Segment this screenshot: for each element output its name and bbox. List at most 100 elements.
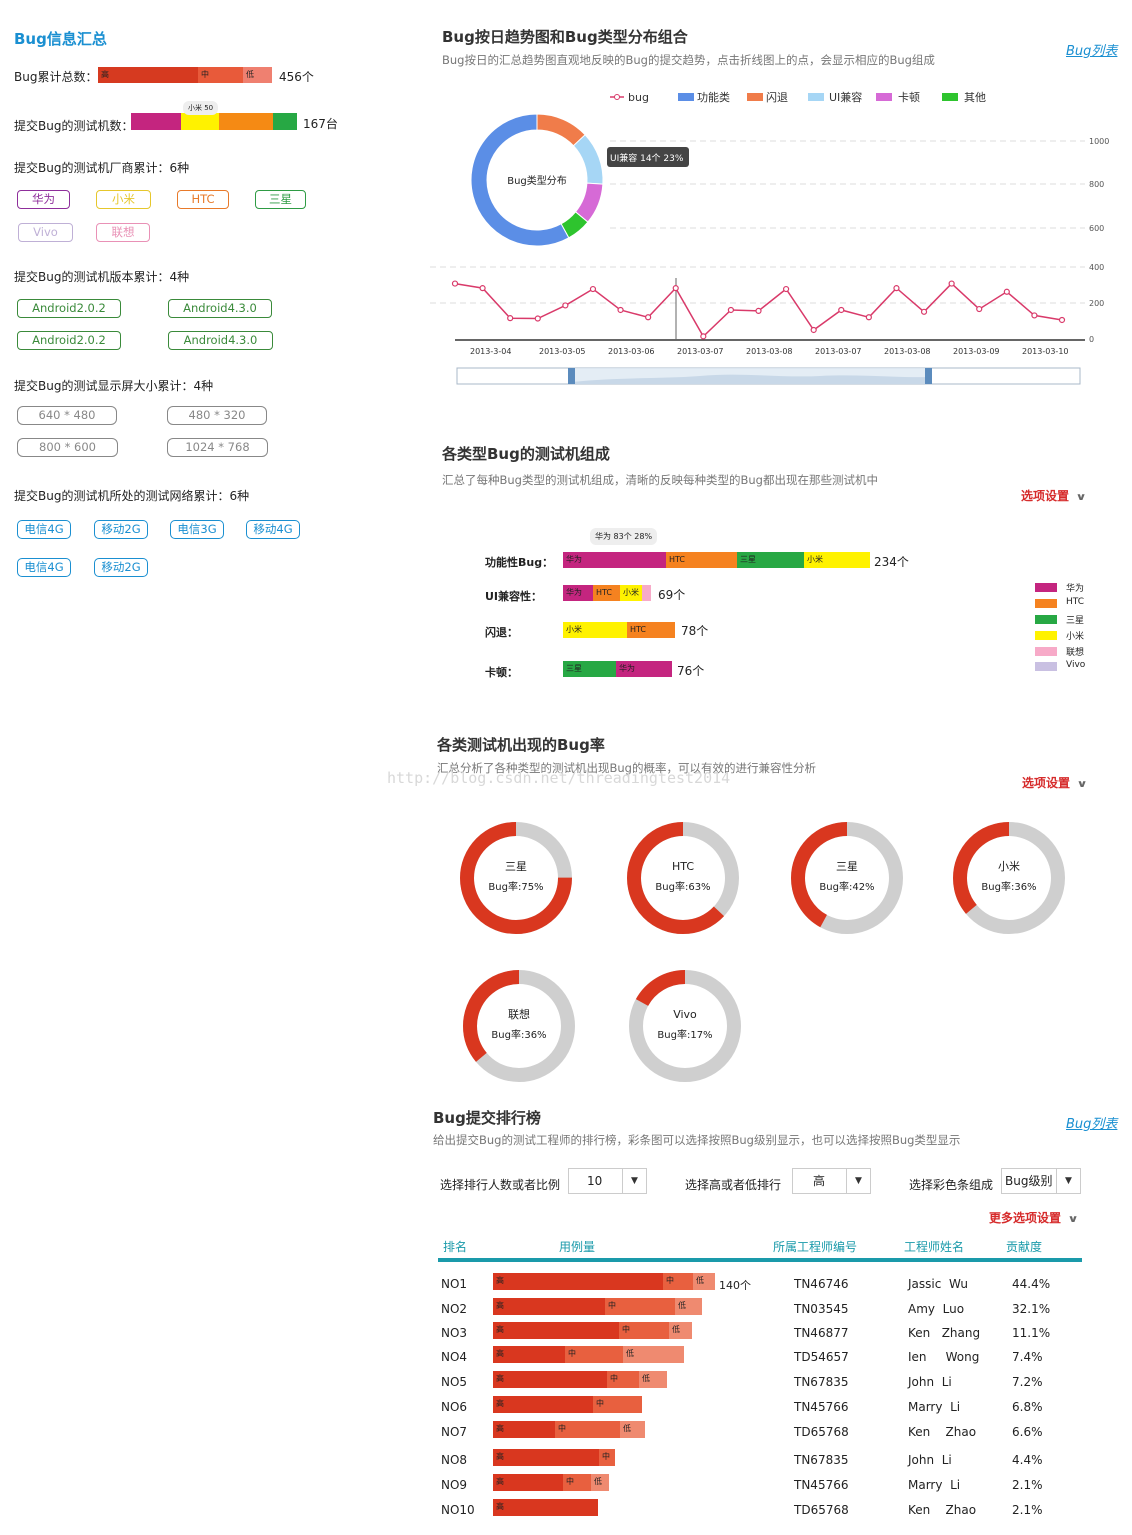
table-row[interactable]: NO2 高中低 TN03545 Amy Luo 32.1% (438, 1298, 1088, 1321)
legend-label[interactable]: 华为 (1066, 584, 1085, 594)
comp-seg[interactable]: 华为 (563, 585, 593, 601)
screen-tag[interactable]: 480 * 320 (167, 406, 267, 425)
comp-seg[interactable]: 三星 (737, 552, 804, 568)
network-tag[interactable]: 移动2G (94, 520, 148, 539)
trend-point[interactable] (1031, 312, 1038, 319)
table-row[interactable]: NO10 高 TD65768 Ken Zhao 2.1% (438, 1499, 1088, 1522)
comp-seg[interactable]: 三星 (563, 661, 616, 677)
trend-point[interactable] (976, 305, 983, 313)
legend-lag[interactable]: 卡顿 (898, 90, 920, 104)
legend-crash[interactable]: 闪退 (766, 90, 788, 104)
donut-slice-ui[interactable] (572, 134, 604, 185)
trend-point[interactable] (534, 315, 541, 322)
comp-seg[interactable]: HTC (593, 585, 620, 601)
ranking-bug-list-link[interactable]: Bug列表 (1066, 1117, 1118, 1132)
network-tag[interactable]: 移动4G (246, 520, 300, 539)
vendor-tag-vivo[interactable]: Vivo (18, 223, 73, 242)
vendor-tag-xiaomi[interactable]: 小米 (96, 190, 151, 209)
comp-seg[interactable]: 小米 (563, 622, 627, 638)
rate-donut[interactable]: 小米 Bug率:36% (953, 822, 1065, 934)
trend-point[interactable] (838, 306, 845, 314)
vendor-tag-huawei[interactable]: 华为 (17, 190, 70, 209)
rate-donut[interactable]: 三星 Bug率:75% (460, 822, 572, 934)
screen-tag[interactable]: 800 * 600 (17, 438, 118, 457)
legend-label[interactable]: 三星 (1066, 616, 1085, 626)
table-row[interactable]: NO8 高中 TN67835 John Li 4.4% (438, 1449, 1088, 1472)
trend-point[interactable] (589, 285, 597, 293)
trend-point[interactable] (479, 285, 486, 292)
ctrl-bar-select[interactable]: Bug级别 ▼ (1001, 1168, 1081, 1194)
trend-point[interactable] (617, 306, 624, 314)
header-contribution[interactable]: 贡献度 (1006, 1240, 1043, 1254)
trend-point[interactable] (1058, 316, 1066, 324)
trend-point[interactable] (645, 314, 652, 321)
donut-slice-func[interactable] (470, 113, 570, 247)
trend-point[interactable] (810, 326, 817, 334)
zoom-handle-right[interactable] (925, 368, 932, 384)
composition-options[interactable]: 选项设置 ∨ (1021, 487, 1087, 504)
vendor-tag-samsung[interactable]: 三星 (255, 190, 306, 209)
rate-options[interactable]: 选项设置 ∨ (1022, 774, 1088, 791)
legend-label[interactable]: 小米 (1066, 632, 1085, 642)
rate-donut[interactable]: 三星 Bug率:42% (791, 822, 903, 934)
comp-seg[interactable]: 华为 (616, 661, 672, 677)
legend-func[interactable]: 功能类 (697, 90, 730, 104)
rate-donut[interactable]: 联想 Bug率:36% (463, 970, 575, 1082)
trend-point[interactable] (920, 308, 928, 315)
table-row[interactable]: NO3 高中低 TN46877 Ken Zhang 11.1% (438, 1322, 1088, 1345)
ctrl-order-select[interactable]: 高 ▼ (792, 1168, 871, 1194)
comp-seg[interactable]: HTC (666, 552, 737, 568)
table-row[interactable]: NO1 高中低 140个 TN46746 Jassic Wu 44.4% (438, 1273, 1088, 1296)
trend-point[interactable] (700, 333, 707, 340)
version-tag[interactable]: Android4.3.0 (168, 299, 272, 318)
header-eng-name[interactable]: 工程师姓名 (904, 1240, 965, 1254)
header-cases[interactable]: 用例量 (559, 1240, 596, 1254)
version-tag[interactable]: Android2.0.2 (17, 299, 121, 318)
header-eng-id[interactable]: 所属工程师编号 (773, 1240, 858, 1254)
trend-point[interactable] (1003, 288, 1010, 295)
screen-tag[interactable]: 640 * 480 (17, 406, 117, 425)
rate-donut[interactable]: HTC Bug率:63% (627, 822, 739, 934)
comp-seg[interactable]: 小米 (620, 585, 642, 601)
network-tag[interactable]: 电信4G (17, 520, 71, 539)
legend-other[interactable]: 其他 (964, 91, 986, 104)
network-tag[interactable]: 电信3G (170, 520, 224, 539)
version-tag[interactable]: Android2.0.2 (17, 331, 121, 350)
zoom-handle-left[interactable] (568, 368, 575, 384)
trend-point[interactable] (865, 314, 872, 321)
legend-label[interactable]: HTC (1066, 597, 1085, 607)
trend-point[interactable] (755, 307, 762, 314)
comp-seg[interactable] (642, 585, 651, 601)
trend-points[interactable] (451, 280, 1066, 340)
header-rank[interactable]: 排名 (443, 1240, 468, 1254)
table-row[interactable]: NO7 高中低 TD65768 Ken Zhao 6.6% (438, 1421, 1088, 1444)
legend-label[interactable]: Vivo (1066, 660, 1086, 670)
trend-point[interactable] (948, 280, 955, 287)
legend-bug[interactable]: bug (628, 91, 649, 104)
ctrl-count-select[interactable]: 10 ▼ (568, 1168, 647, 1194)
network-tag[interactable]: 电信4G (17, 558, 71, 577)
bug-list-link[interactable]: Bug列表 (1066, 44, 1118, 59)
vendor-tag-lenovo[interactable]: 联想 (96, 223, 150, 242)
legend-ui[interactable]: UI兼容 (829, 90, 862, 104)
comp-seg[interactable]: HTC (627, 622, 675, 638)
table-row[interactable]: NO6 高中 TN45766 Marry Li 6.8% (438, 1396, 1088, 1419)
trend-point[interactable] (782, 285, 790, 293)
more-options[interactable]: 更多选项设置 ∨ (989, 1209, 1079, 1226)
comp-seg[interactable]: 华为 (563, 552, 666, 568)
comp-seg[interactable]: 小米 (804, 552, 870, 568)
trend-point[interactable] (562, 302, 569, 309)
rate-donut[interactable]: Vivo Bug率:17% (629, 970, 741, 1082)
trend-point[interactable] (451, 280, 459, 287)
type-donut[interactable] (470, 113, 604, 247)
trend-point[interactable] (507, 315, 514, 322)
trend-point[interactable] (893, 285, 900, 292)
version-tag[interactable]: Android4.3.0 (168, 331, 273, 350)
trend-point[interactable] (727, 306, 735, 314)
vendor-tag-htc[interactable]: HTC (177, 190, 229, 209)
legend-label[interactable]: 联想 (1066, 648, 1085, 658)
table-row[interactable]: NO4 高中低 TD54657 Ien Wong 7.4% (438, 1346, 1088, 1369)
trend-point[interactable] (672, 285, 679, 292)
table-row[interactable]: NO5 高中低 TN67835 John Li 7.2% (438, 1371, 1088, 1394)
network-tag[interactable]: 移动2G (94, 558, 148, 577)
